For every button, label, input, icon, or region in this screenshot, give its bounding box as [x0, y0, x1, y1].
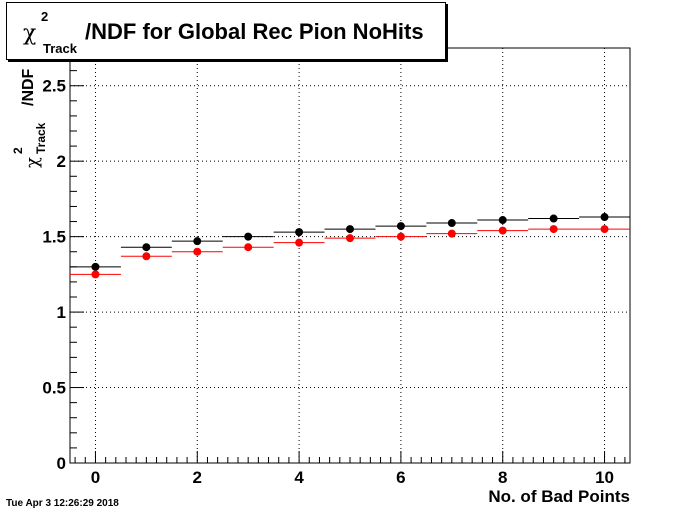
- chart-title-box: χ 2 Track /NDF for Global Rec Pion NoHit…: [6, 2, 446, 60]
- data-point: [244, 243, 253, 252]
- x-axis-label: No. of Bad Points: [488, 487, 630, 506]
- y-tick-label: 0.5: [42, 379, 66, 398]
- series: [70, 213, 630, 279]
- y-tick-label: 2.5: [42, 77, 66, 96]
- data-point: [549, 214, 558, 223]
- title-chi: χ: [23, 21, 37, 46]
- data-point: [346, 225, 354, 234]
- data-point: [498, 216, 507, 225]
- y-tick-label: 0: [57, 454, 66, 473]
- x-tick-label: 6: [396, 468, 405, 487]
- data-point: [447, 219, 456, 228]
- data-point: [91, 270, 100, 279]
- data-point: [498, 226, 507, 235]
- axes: [69, 47, 631, 464]
- x-tick-label: 2: [193, 468, 202, 487]
- data-point: [549, 225, 558, 234]
- y-tick-label: 1.5: [42, 228, 66, 247]
- data-point: [600, 225, 609, 234]
- data-point: [295, 228, 304, 237]
- grid: [70, 48, 630, 464]
- x-tick-label: 10: [595, 468, 614, 487]
- series-1: [70, 213, 630, 271]
- data-point: [244, 232, 253, 241]
- data-point: [346, 234, 354, 243]
- data-point: [193, 247, 202, 256]
- series-2: [70, 225, 630, 279]
- x-tick-label: 0: [91, 468, 100, 487]
- title-subscript: Track: [43, 41, 77, 56]
- y-axis-label: χ 2 Track /NDF: [8, 48, 128, 168]
- data-point: [193, 237, 202, 246]
- data-point: [396, 232, 405, 241]
- data-point: [142, 252, 151, 261]
- y-label-subscript: Track: [34, 122, 48, 154]
- data-point: [142, 243, 151, 252]
- y-label-superscript: 2: [11, 147, 25, 154]
- data-point: [91, 262, 100, 271]
- data-point: [600, 213, 609, 222]
- chart-title: /NDF for Global Rec Pion NoHits: [85, 19, 424, 44]
- x-tick-label: 4: [294, 468, 304, 487]
- y-label-text: /NDF: [20, 68, 37, 106]
- plot-frame: [69, 47, 631, 464]
- y-label-chi: χ: [22, 157, 43, 168]
- data-point: [447, 229, 456, 238]
- x-tick-label: 8: [498, 468, 507, 487]
- data-point: [396, 222, 405, 231]
- ticks: 0 2 4 6 8 10 0 0.5 1 1.5 2 2.5: [42, 55, 626, 487]
- title-superscript: 2: [41, 9, 49, 24]
- y-tick-label: 2: [57, 152, 66, 171]
- timestamp: Tue Apr 3 12:26:29 2018: [6, 498, 119, 509]
- data-point: [295, 238, 304, 247]
- y-tick-label: 1: [57, 303, 66, 322]
